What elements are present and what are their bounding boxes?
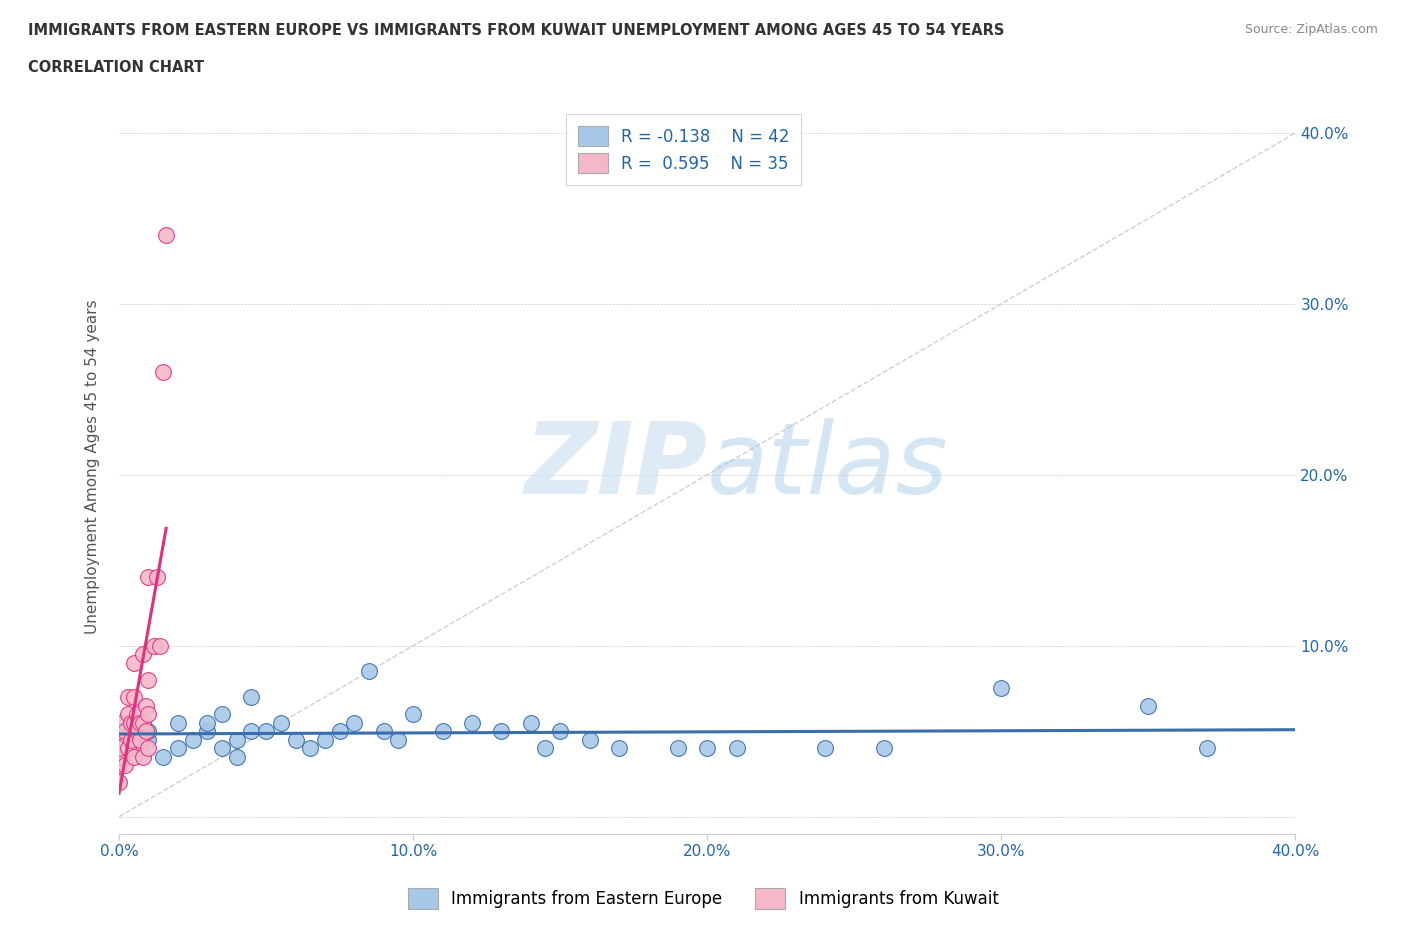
Point [725,741,748,756]
Legend: Immigrants from Eastern Europe, Immigrants from Kuwait: Immigrants from Eastern Europe, Immigran… [399,880,1007,917]
Point [254,724,277,738]
Point [990,681,1012,696]
Point [240,724,263,738]
Point [211,707,233,722]
Point [125,724,148,738]
Point [117,689,139,704]
Point [181,732,204,747]
Point [122,689,145,704]
Point [131,750,153,764]
Point [270,715,292,730]
Point [108,750,131,764]
Point [122,750,145,764]
Point [491,724,513,738]
Point [125,707,148,722]
Point [131,715,153,730]
Point [120,715,142,730]
Point [134,698,156,713]
Point [343,715,366,730]
Point [211,741,233,756]
Point [122,656,145,671]
Point [114,724,136,738]
Point [134,724,156,738]
Y-axis label: Unemployment Among Ages 45 to 54 years: Unemployment Among Ages 45 to 54 years [86,299,100,633]
Point [240,689,263,704]
Point [108,724,131,738]
Point [195,724,218,738]
Point [329,724,352,738]
Text: CORRELATION CHART: CORRELATION CHART [28,60,204,75]
Point [120,732,142,747]
Point [195,715,218,730]
Point [138,672,160,687]
Point [534,741,557,756]
Point [114,758,136,773]
Point [299,741,322,756]
Point [108,758,131,773]
Point [152,750,174,764]
Point [873,741,896,756]
Text: atlas: atlas [707,418,949,514]
Point [143,638,166,653]
Point [117,741,139,756]
Point [108,715,131,730]
Point [167,715,190,730]
Point [155,228,177,243]
Point [149,638,172,653]
Point [578,732,600,747]
Point [402,707,425,722]
Point [1197,741,1219,756]
Text: IMMIGRANTS FROM EASTERN EUROPE VS IMMIGRANTS FROM KUWAIT UNEMPLOYMENT AMONG AGES: IMMIGRANTS FROM EASTERN EUROPE VS IMMIGR… [28,23,1004,38]
Point [373,724,395,738]
Point [607,741,630,756]
Point [138,724,160,738]
Point [117,707,139,722]
Point [357,664,380,679]
Point [138,741,160,756]
Point [225,750,247,764]
Point [314,732,336,747]
Point [814,741,837,756]
Text: ZIP: ZIP [524,418,707,514]
Point [225,732,247,747]
Point [666,741,689,756]
Point [432,724,454,738]
Point [520,715,543,730]
Point [138,570,160,585]
Point [548,724,571,738]
Point [138,707,160,722]
Point [461,715,484,730]
Point [696,741,718,756]
Text: Source: ZipAtlas.com: Source: ZipAtlas.com [1244,23,1378,36]
Point [128,715,150,730]
Point [131,647,153,662]
Point [138,732,160,747]
Point [108,775,131,790]
Point [122,715,145,730]
Legend: R = -0.138    N = 42, R =  0.595    N = 35: R = -0.138 N = 42, R = 0.595 N = 35 [567,114,801,185]
Point [146,570,169,585]
Point [108,741,131,756]
Point [1137,698,1160,713]
Point [387,732,409,747]
Point [122,741,145,756]
Point [152,365,174,379]
Point [284,732,307,747]
Point [128,732,150,747]
Point [167,741,190,756]
